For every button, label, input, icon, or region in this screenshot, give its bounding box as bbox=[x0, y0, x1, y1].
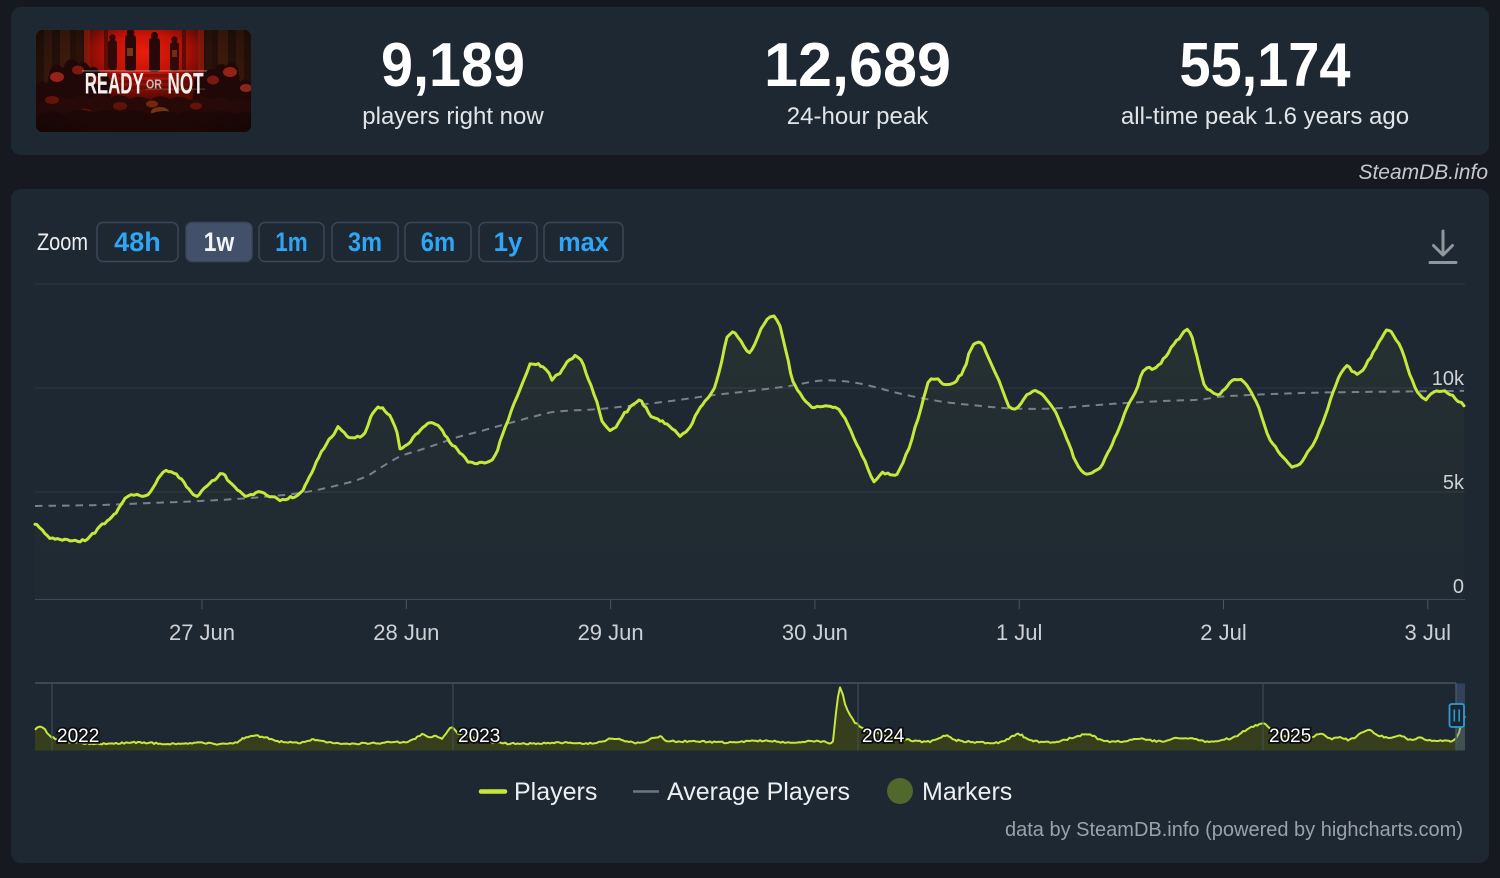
svg-text:10k: 10k bbox=[1432, 368, 1465, 390]
svg-text:6m: 6m bbox=[421, 227, 455, 257]
svg-text:3m: 3m bbox=[348, 227, 382, 257]
svg-text:1w: 1w bbox=[204, 227, 235, 257]
svg-text:2025: 2025 bbox=[1269, 726, 1311, 747]
svg-text:29 Jun: 29 Jun bbox=[578, 620, 644, 645]
svg-text:players right now: players right now bbox=[362, 103, 544, 130]
svg-text:Markers: Markers bbox=[922, 778, 1012, 806]
svg-text:2024: 2024 bbox=[862, 726, 905, 747]
svg-text:Average Players: Average Players bbox=[667, 778, 850, 806]
svg-text:2022: 2022 bbox=[57, 726, 99, 747]
svg-text:30 Jun: 30 Jun bbox=[782, 620, 848, 645]
svg-text:27 Jun: 27 Jun bbox=[169, 620, 235, 645]
svg-text:1m: 1m bbox=[275, 227, 307, 257]
svg-text:2 Jul: 2 Jul bbox=[1200, 620, 1246, 645]
svg-text:data by SteamDB.info (powered: data by SteamDB.info (powered by highcha… bbox=[1005, 819, 1463, 841]
svg-text:28 Jun: 28 Jun bbox=[373, 620, 439, 645]
svg-text:Players: Players bbox=[514, 778, 597, 806]
svg-text:55,174: 55,174 bbox=[1180, 31, 1351, 100]
svg-text:1y: 1y bbox=[494, 227, 523, 257]
svg-text:Zoom: Zoom bbox=[37, 229, 88, 256]
svg-text:max: max bbox=[558, 227, 609, 257]
svg-text:all-time peak 1.6 years ago: all-time peak 1.6 years ago bbox=[1121, 103, 1409, 130]
svg-text:24-hour peak: 24-hour peak bbox=[787, 103, 929, 130]
svg-text:2023: 2023 bbox=[458, 726, 500, 747]
svg-text:9,189: 9,189 bbox=[381, 31, 525, 100]
svg-text:3 Jul: 3 Jul bbox=[1405, 620, 1451, 645]
svg-text:SteamDB.info: SteamDB.info bbox=[1358, 161, 1488, 184]
svg-text:48h: 48h bbox=[114, 227, 161, 257]
svg-text:1 Jul: 1 Jul bbox=[996, 620, 1042, 645]
svg-text:12,689: 12,689 bbox=[764, 31, 951, 100]
